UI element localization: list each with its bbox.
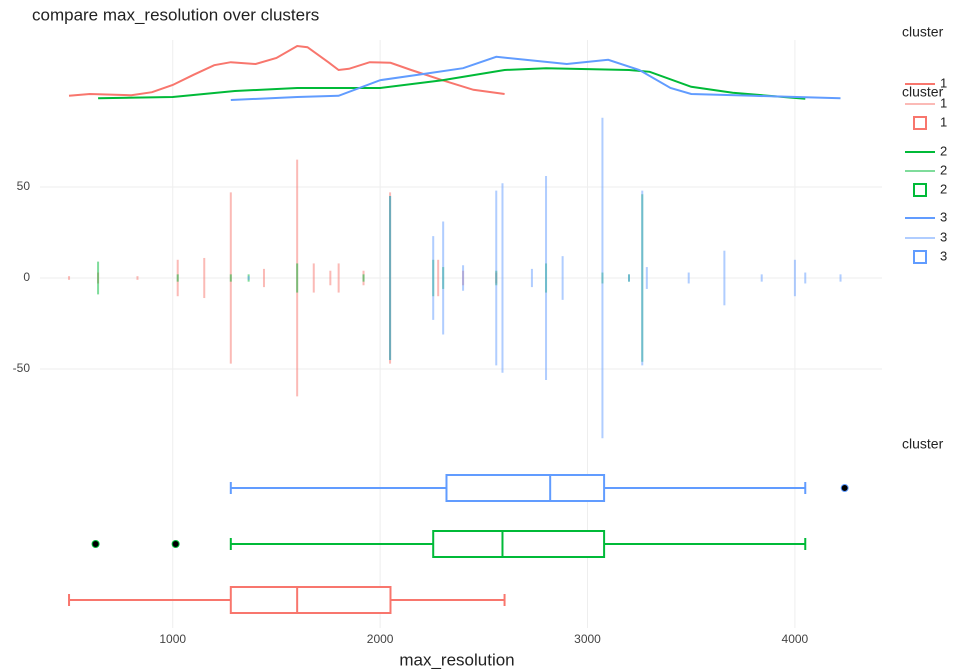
outlier [171, 540, 180, 548]
y-tick-label: -50 [13, 361, 31, 375]
density-line [98, 67, 806, 100]
box [445, 474, 606, 502]
density-line [68, 44, 505, 97]
legend-label: 3 [940, 209, 947, 224]
y-tick-label: 50 [17, 179, 31, 193]
outlier [91, 540, 100, 548]
legend-label: 2 [940, 181, 947, 196]
legend-label: 2 [940, 143, 947, 158]
legend-label: 3 [940, 248, 947, 263]
legend-swatch [913, 250, 927, 264]
legend-title: cluster [902, 436, 944, 452]
outlier [840, 484, 849, 492]
legend-swatch [913, 116, 927, 130]
legend-label: 2 [940, 162, 947, 177]
chart-title: compare max_resolution over clusters [32, 5, 319, 24]
x-tick-label: 4000 [782, 632, 809, 646]
x-tick-label: 1000 [159, 632, 186, 646]
legend-label: 1 [940, 75, 947, 90]
legend-label: 3 [940, 229, 947, 244]
x-tick-label: 3000 [574, 632, 601, 646]
x-tick-label: 2000 [367, 632, 394, 646]
density-line [230, 55, 841, 101]
legend-label: 1 [940, 95, 947, 110]
legend-swatch [913, 183, 927, 197]
x-axis-label: max_resolution [399, 650, 514, 669]
legend-label: 1 [940, 114, 947, 129]
box [229, 586, 392, 614]
legend-title: cluster [902, 24, 944, 40]
legend-title: cluster [902, 84, 944, 100]
y-tick-label: 0 [23, 270, 30, 284]
box [432, 530, 606, 558]
